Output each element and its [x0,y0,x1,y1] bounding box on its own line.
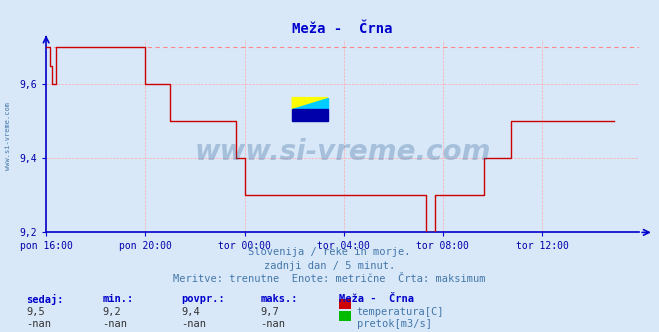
Text: maks.:: maks.: [260,294,298,304]
Text: min.:: min.: [102,294,133,304]
Text: www.si-vreme.com: www.si-vreme.com [5,102,11,170]
Polygon shape [293,98,328,109]
Text: -nan: -nan [181,319,206,329]
Text: Meža -  Črna: Meža - Črna [339,294,415,304]
Polygon shape [293,98,328,109]
Text: 9,2: 9,2 [102,307,121,317]
Text: www.si-vreme.com: www.si-vreme.com [194,137,491,166]
Title: Meža -  Črna: Meža - Črna [293,22,393,36]
Text: pretok[m3/s]: pretok[m3/s] [357,319,432,329]
Text: zadnji dan / 5 minut.: zadnji dan / 5 minut. [264,261,395,271]
Text: -nan: -nan [26,319,51,329]
Text: sedaj:: sedaj: [26,294,64,305]
Text: 9,5: 9,5 [26,307,45,317]
Text: -nan: -nan [260,319,285,329]
Text: temperatura[C]: temperatura[C] [357,307,444,317]
Text: Slovenija / reke in morje.: Slovenija / reke in morje. [248,247,411,257]
Text: -nan: -nan [102,319,127,329]
Polygon shape [293,109,328,121]
Text: povpr.:: povpr.: [181,294,225,304]
Text: 9,4: 9,4 [181,307,200,317]
Text: Meritve: trenutne  Enote: metrične  Črta: maksimum: Meritve: trenutne Enote: metrične Črta: … [173,274,486,284]
Text: 9,7: 9,7 [260,307,279,317]
